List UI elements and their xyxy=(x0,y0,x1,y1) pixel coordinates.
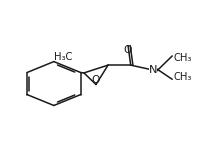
Text: O: O xyxy=(123,45,131,55)
Text: CH₃: CH₃ xyxy=(173,53,191,63)
Text: O: O xyxy=(92,75,100,85)
Text: H₃C: H₃C xyxy=(54,52,72,62)
Text: N: N xyxy=(149,65,157,75)
Text: CH₃: CH₃ xyxy=(173,72,191,82)
